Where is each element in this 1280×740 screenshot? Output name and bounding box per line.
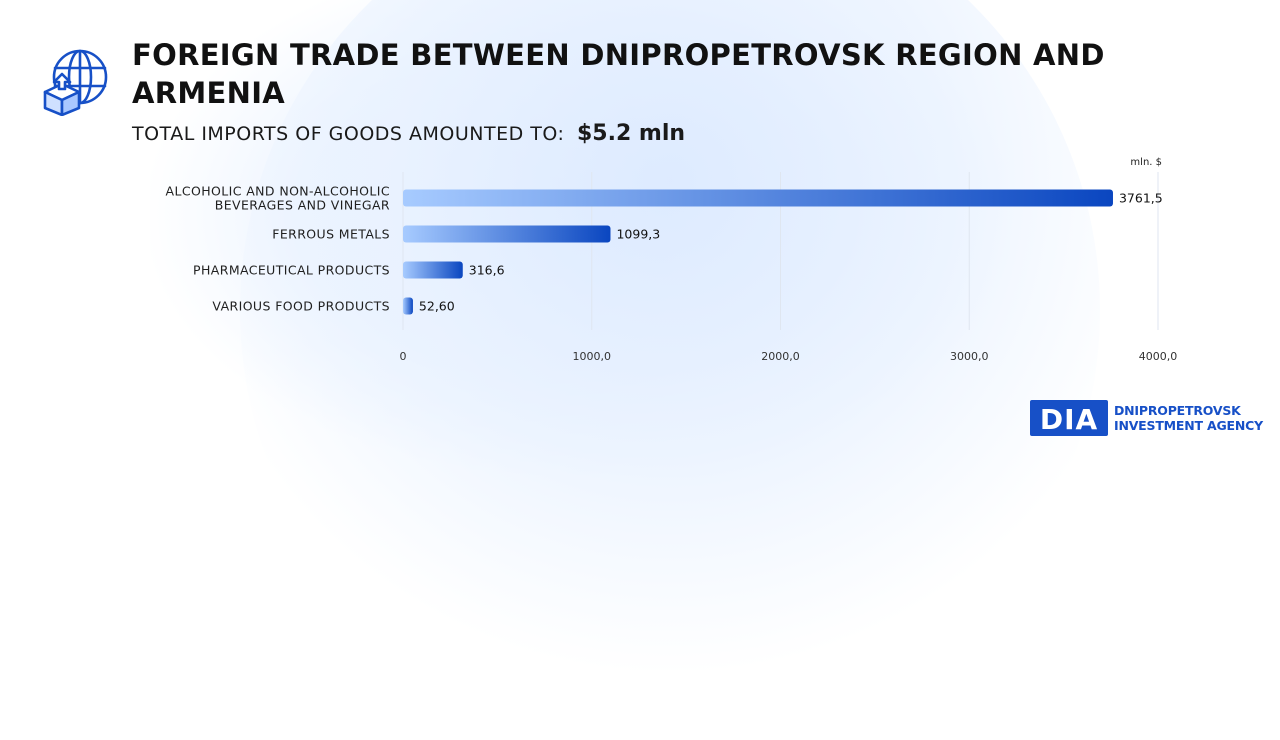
- category-labels: 3761,5 ALCOHOLIC AND NON-ALCOHOLIC BEVERAG…: [166, 184, 1163, 314]
- subtitle-text: TOTAL IMPORTS OF GOODS AMOUNTED TO:: [132, 123, 565, 145]
- category-label: FERROUS METALS: [272, 227, 390, 242]
- category-label-line: FERROUS METALS: [272, 227, 390, 242]
- brand-line-1: DNIPROPETROVSK: [1114, 403, 1241, 418]
- x-axis-ticks: 0 1000,0 2000,0 3000,0 4000,0: [400, 350, 1178, 363]
- x-tick-label: 1000,0: [573, 350, 612, 363]
- bar: [403, 225, 611, 243]
- x-tick-label: 3000,0: [950, 350, 989, 363]
- bars: [403, 189, 1113, 315]
- x-tick-label: 2000,0: [761, 350, 800, 363]
- dia-logo-mark: DIA: [1030, 400, 1108, 436]
- x-tick-label: 0: [400, 350, 407, 363]
- bar-value-label: 316,6: [469, 263, 505, 278]
- category-label-line: VARIOUS FOOD PRODUCTS: [212, 299, 390, 314]
- bar-chart: mln. $ 3761,5 ALCOHOLIC AND NON-ALCOHOLIC…: [166, 157, 1178, 363]
- category-label: PHARMACEUTICAL PRODUCTS: [193, 263, 390, 278]
- bar-value-label: 52,60: [419, 299, 455, 314]
- category-label-line: BEVERAGES AND VINEGAR: [215, 198, 390, 213]
- bar: [403, 189, 1113, 207]
- brand-line-2: INVESTMENT AGENCY: [1114, 418, 1263, 433]
- bar: [403, 297, 413, 315]
- chart-title: FOREIGN TRADE BETWEEN DNIPROPETROVSK REG…: [132, 38, 1105, 110]
- brand-text: DNIPROPETROVSK INVESTMENT AGENCY: [1114, 403, 1263, 433]
- unit-label: mln. $: [1130, 157, 1162, 168]
- bar-value-label: 1099,3: [616, 227, 660, 242]
- category-label: VARIOUS FOOD PRODUCTS: [212, 299, 390, 314]
- bar: [403, 261, 463, 279]
- total-imports-amount: $5.2 mln: [576, 121, 686, 146]
- category-label-line: PHARMACEUTICAL PRODUCTS: [193, 263, 390, 278]
- x-tick-label: 4000,0: [1139, 350, 1178, 363]
- category-label: ALCOHOLIC AND NON-ALCOHOLIC BEVERAGES AND…: [166, 184, 390, 213]
- globe-box-upload-icon: [43, 49, 108, 116]
- chart-subtitle: TOTAL IMPORTS OF GOODS AMOUNTED TO: $5.2…: [132, 121, 685, 146]
- category-label-line: ALCOHOLIC AND NON-ALCOHOLIC: [166, 184, 390, 199]
- brand-logo: DIA DNIPROPETROVSK INVESTMENT AGENCY: [1030, 400, 1263, 436]
- bar-value-label: 3761,5: [1119, 191, 1163, 206]
- brand-mark-text: DIA: [1040, 403, 1098, 436]
